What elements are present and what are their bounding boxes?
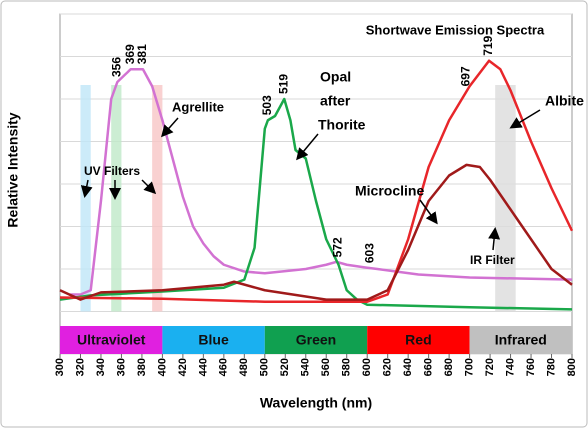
annotation-arrow [80, 179, 93, 198]
x-tick-label: 560 [320, 358, 332, 376]
x-tick-label: 420 [177, 358, 189, 376]
x-tick-label: 300 [54, 358, 66, 376]
x-tick-label: 760 [525, 358, 537, 376]
annotation-arrow [509, 109, 541, 129]
peak-label: 381 [135, 44, 149, 64]
x-tick-label: 720 [484, 358, 496, 376]
x-tick-label: 680 [443, 358, 455, 376]
annotation-arrow [161, 117, 179, 138]
series-line [70, 68, 573, 296]
chart-title: Shortwave Emission Spectra [366, 22, 545, 37]
x-tick-label: 340 [95, 358, 107, 376]
plot: Ultraviolet Blue Green Red Infrared 300 320 340… [54, 13, 584, 376]
x-axis-label: Wavelength (nm) [260, 395, 372, 411]
spectrum-band [367, 326, 470, 354]
peak-label: 572 [331, 237, 345, 257]
x-tick-label: 400 [156, 358, 168, 376]
spectrum-band [469, 326, 572, 354]
x-tick-label: 700 [464, 358, 476, 376]
x-tick-label: 800 [566, 358, 578, 376]
x-tick-label: 460 [218, 358, 230, 376]
annotation: after [320, 93, 351, 109]
filter-band [152, 85, 163, 312]
peak-label: 369 [123, 44, 137, 64]
band-label: Blue [198, 332, 229, 348]
y-axis-label: Relative Intensity [5, 112, 21, 227]
x-tick-label: 600 [361, 358, 373, 376]
annotation: Microcline [355, 183, 424, 199]
band-label: Infrared [495, 332, 547, 348]
x-tick-label: 360 [115, 358, 127, 376]
annotation: Thorite [318, 117, 366, 133]
annotation-arrow [296, 133, 319, 161]
spectrum-band [162, 326, 265, 354]
x-tick-label: 500 [259, 358, 271, 376]
filter-band [111, 85, 122, 312]
annotation-arrow [488, 227, 501, 251]
x-tick-label: 480 [238, 358, 250, 376]
annotation: Albite [545, 93, 584, 109]
x-tick-label: 660 [423, 358, 435, 376]
annotation: Opal [320, 69, 351, 85]
series-line [59, 163, 573, 301]
peak-label: 697 [459, 66, 473, 86]
x-tick-label: 780 [545, 358, 557, 376]
filter-band [80, 85, 91, 312]
x-tick-label: 520 [279, 358, 291, 376]
filter-band [495, 85, 516, 312]
x-tick-label: 540 [300, 358, 312, 376]
annotation: UV Filters [84, 164, 140, 178]
annotation-arrow [141, 179, 157, 195]
annotation-arrow [419, 199, 438, 225]
x-tick-label: 640 [402, 358, 414, 376]
annotation: Agrellite [172, 99, 224, 114]
x-tick-label: 380 [136, 358, 148, 376]
spectrum-band [264, 326, 368, 354]
band-label: Ultraviolet [77, 332, 146, 348]
peak-label: 503 [260, 95, 274, 115]
annotation: IR Filter [470, 253, 515, 267]
spectrum-band [60, 326, 163, 354]
x-tick-label: 320 [74, 358, 86, 376]
band-label: Green [296, 332, 336, 348]
series-line [59, 97, 573, 311]
x-tick-label: 740 [504, 358, 516, 376]
peak-label: 719 [481, 35, 495, 55]
peak-label: 603 [362, 243, 376, 263]
x-tick-label: 580 [341, 358, 353, 376]
peak-label: 519 [276, 74, 290, 94]
series-line [59, 59, 574, 303]
band-label: Red [405, 332, 431, 348]
x-tick-label: 440 [197, 358, 209, 376]
x-tick-label: 620 [382, 358, 394, 376]
peak-label: 356 [110, 57, 124, 77]
